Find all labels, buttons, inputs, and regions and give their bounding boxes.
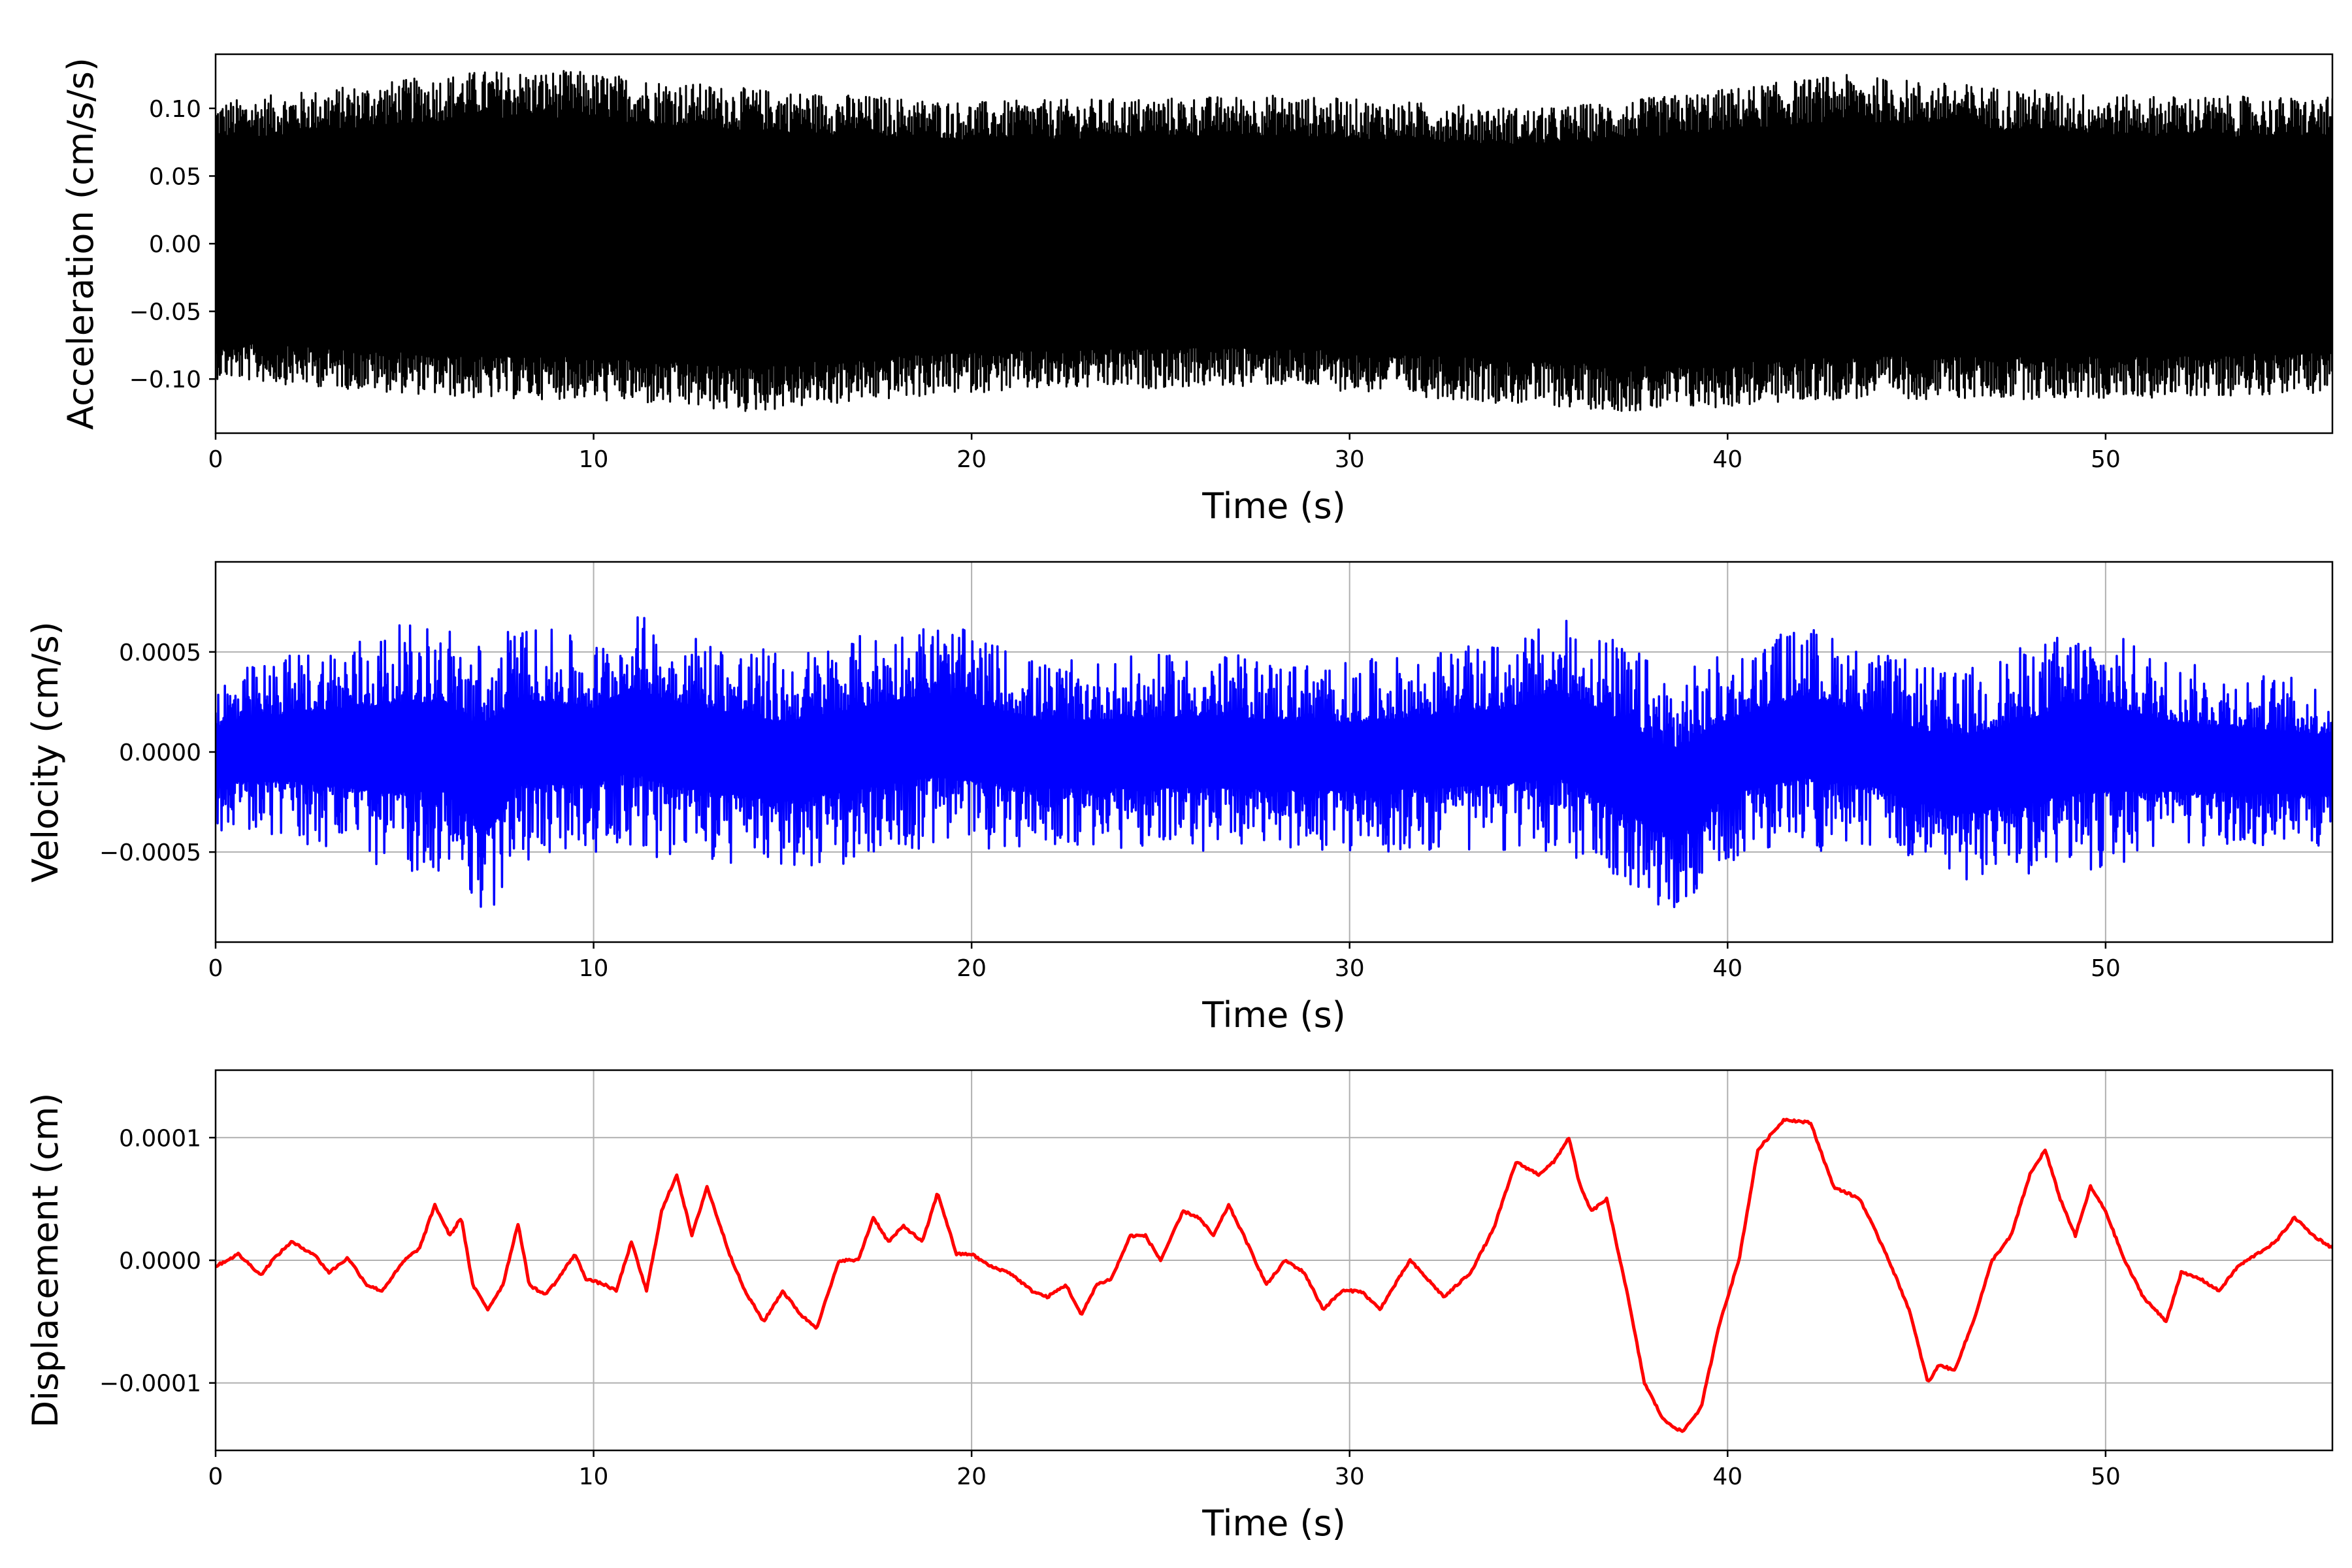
velocity-x-axis-label: Time (s) (1201, 994, 1346, 1036)
velocity-y-tick-label: −0.0005 (99, 840, 201, 866)
velocity-y-tick-label: 0.0005 (119, 640, 201, 666)
displacement-x-tick-label: 30 (1335, 1463, 1365, 1490)
displacement-y-axis-label: Displacement (cm) (25, 1093, 66, 1428)
velocity-x-tick-label: 10 (579, 955, 609, 982)
velocity-x-tick-label: 40 (1712, 955, 1742, 982)
velocity-x-tick-label: 20 (956, 955, 987, 982)
displacement-grid (215, 1070, 2332, 1450)
acceleration-x-tick-label: 40 (1712, 446, 1742, 473)
acceleration-plot-area (216, 70, 2332, 412)
displacement-x-tick-label: 40 (1712, 1463, 1742, 1490)
acceleration-x-tick-label: 50 (2091, 446, 2121, 473)
velocity-y-axis-label: Velocity (cm/s) (25, 621, 66, 883)
acceleration-y-tick-label: 0.05 (149, 163, 201, 190)
velocity-x-tick-label: 0 (208, 955, 223, 982)
acceleration-panel: 0 10 20 30 40 50 0.10 0.05 0.00 −0.05 −0.10 Time … (60, 53, 2334, 527)
displacement-y-ticks: 0.0001 0.0000 −0.0001 (99, 1125, 216, 1397)
acceleration-x-tick-label: 0 (208, 446, 223, 473)
displacement-x-tick-label: 10 (579, 1463, 609, 1490)
displacement-series-line (216, 1117, 2332, 1433)
acceleration-series-line (216, 70, 2332, 412)
acceleration-x-axis-label: Time (s) (1201, 485, 1346, 527)
velocity-x-ticks: 0 10 20 30 40 50 (208, 942, 2121, 982)
acceleration-y-ticks: 0.10 0.05 0.00 −0.05 −0.10 (129, 96, 216, 393)
displacement-y-tick-label: 0.0000 (119, 1248, 201, 1275)
acceleration-x-tick-label: 10 (579, 446, 609, 473)
displacement-plot-area (216, 1117, 2332, 1433)
acceleration-y-axis-label: Acceleration (cm/s/s) (60, 57, 101, 430)
velocity-series-line (216, 616, 2332, 909)
acceleration-x-tick-label: 20 (956, 446, 987, 473)
acceleration-x-tick-label: 30 (1335, 446, 1365, 473)
velocity-panel: 0 10 20 30 40 50 0.0005 0.0000 −0.0005 Time (s)… (25, 561, 2334, 1036)
acceleration-y-tick-label: −0.05 (129, 299, 201, 326)
velocity-plot-area (216, 616, 2332, 909)
displacement-x-tick-label: 50 (2091, 1463, 2121, 1490)
displacement-x-tick-label: 20 (956, 1463, 987, 1490)
displacement-x-tick-label: 0 (208, 1463, 223, 1490)
velocity-x-tick-label: 50 (2091, 955, 2121, 982)
displacement-panel: 0 10 20 30 40 50 0.0001 0.0000 −0.0001 Time (s)… (25, 1069, 2334, 1544)
velocity-x-tick-label: 30 (1335, 955, 1365, 982)
acceleration-y-tick-label: −0.10 (129, 367, 201, 393)
displacement-x-ticks: 0 10 20 30 40 50 (208, 1450, 2121, 1490)
acceleration-x-ticks: 0 10 20 30 40 50 (208, 433, 2121, 473)
velocity-y-tick-label: 0.0000 (119, 740, 201, 766)
velocity-y-ticks: 0.0005 0.0000 −0.0005 (99, 640, 216, 866)
displacement-y-tick-label: 0.0001 (119, 1125, 201, 1152)
acceleration-y-tick-label: 0.10 (149, 96, 201, 123)
displacement-x-axis-label: Time (s) (1201, 1503, 1346, 1544)
acceleration-y-tick-label: 0.00 (149, 231, 201, 258)
displacement-y-tick-label: −0.0001 (99, 1371, 201, 1397)
